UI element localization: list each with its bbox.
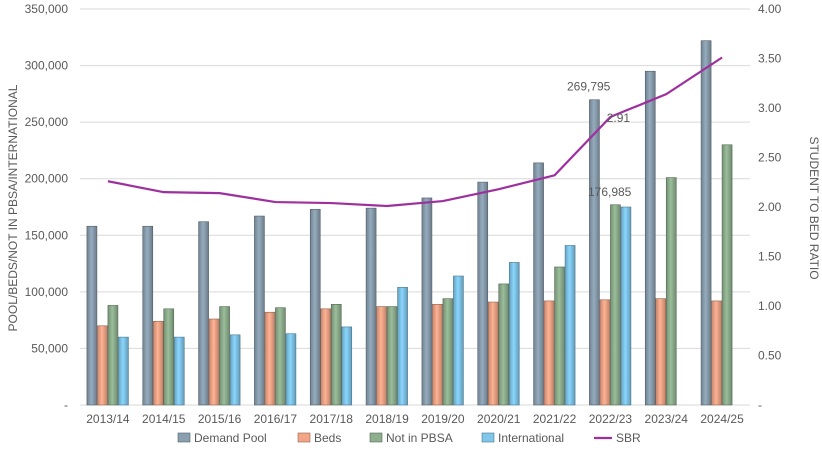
x-tick-label: 2015/16 (198, 412, 242, 426)
bar (330, 304, 342, 406)
bar (397, 287, 408, 406)
legend-label: SBR (616, 431, 641, 445)
bar (173, 336, 185, 406)
y2-tick-label: - (758, 398, 762, 412)
bar (152, 320, 164, 406)
legend-swatch (369, 432, 383, 443)
bar (219, 306, 230, 406)
data-label: 269,795 (567, 80, 611, 94)
legend-label: Demand Pool (194, 431, 267, 445)
bar (163, 308, 175, 406)
bar (309, 208, 321, 406)
bars (86, 40, 733, 406)
bar (432, 304, 443, 406)
bar (341, 326, 353, 406)
bar (86, 225, 98, 406)
y2-tick-label: 1.00 (758, 299, 782, 313)
right-axis-ticks: - 0.50 1.00 1.50 2.00 2.50 3.00 3.50 4.00 (758, 2, 782, 412)
y-axis-title: POOL/BEDS/NOT IN PBSA/INTERNATIONAL (6, 84, 20, 331)
y-tick-label: 350,000 (25, 2, 69, 16)
y2-tick-label: 0.50 (758, 349, 782, 363)
bar (386, 306, 398, 406)
legend-label: Beds (314, 431, 341, 445)
bar (711, 300, 722, 406)
bar (97, 325, 108, 406)
data-label: 2.91 (607, 111, 631, 125)
legend-swatch (297, 432, 311, 443)
bar (285, 333, 297, 406)
x-tick-label: 2021/22 (533, 412, 577, 426)
y2-tick-label: 2.00 (758, 200, 782, 214)
bar (543, 300, 555, 406)
bar (487, 301, 499, 406)
y-tick-label: 200,000 (25, 172, 69, 186)
bar (198, 221, 209, 406)
x-axis-ticks: 2013/14 2014/15 2015/16 2016/17 2017/18 2018/… (86, 412, 744, 426)
y-tick-label: 50,000 (31, 341, 68, 355)
bar (208, 318, 220, 406)
x-tick-label: 2013/14 (86, 412, 130, 426)
legend-swatch (481, 432, 495, 443)
bar (554, 266, 565, 406)
x-tick-label: 2023/24 (645, 412, 689, 426)
bar (275, 307, 286, 406)
y2-tick-label: 3.50 (758, 52, 782, 66)
x-tick-label: 2018/19 (365, 412, 409, 426)
annotations: 269,795 176,985 2.91 (567, 80, 632, 199)
x-tick-label: 2024/25 (700, 412, 744, 426)
y2-tick-label: 2.50 (758, 151, 782, 165)
bar (477, 181, 489, 406)
bar (665, 177, 677, 406)
data-label: 176,985 (588, 185, 632, 199)
sbr-line-path (107, 56, 723, 208)
bar (320, 308, 332, 406)
bar (655, 298, 667, 406)
bar (589, 99, 600, 406)
bar (254, 215, 265, 406)
x-tick-label: 2016/17 (254, 412, 298, 426)
legend-label: Not in PBSA (386, 431, 453, 445)
y2-tick-label: 3.00 (758, 101, 782, 115)
y2-tick-label: 1.50 (758, 250, 782, 264)
y2-axis-title: STUDENT TO BED RATIO (807, 136, 821, 279)
legend-swatch (177, 432, 191, 443)
legend-label: International (498, 431, 564, 445)
bar (376, 306, 387, 406)
bar (498, 283, 510, 406)
y-tick-label: 300,000 (25, 59, 69, 73)
bar (508, 262, 520, 406)
bar (442, 298, 454, 406)
y-tick-label: - (64, 398, 68, 412)
x-tick-label: 2017/18 (310, 412, 354, 426)
legend: Demand Pool Beds Not in PBSA International S… (177, 431, 641, 445)
bar (564, 245, 576, 406)
left-axis-ticks: - 50,000 100,000 150,000 200,000 250,000 300,0… (25, 2, 69, 412)
bar (644, 70, 656, 406)
bar (142, 225, 154, 406)
sbr-line (107, 56, 723, 208)
bar (533, 162, 544, 406)
bar (700, 40, 712, 406)
bar (118, 336, 129, 406)
bar (421, 197, 433, 406)
bar (620, 206, 632, 406)
bar (721, 144, 733, 406)
x-tick-label: 2019/20 (421, 412, 465, 426)
gridlines (80, 8, 750, 406)
x-tick-label: 2020/21 (477, 412, 521, 426)
y-tick-label: 150,000 (25, 228, 69, 242)
bar (599, 299, 611, 406)
y-tick-label: 250,000 (25, 115, 69, 129)
y2-tick-label: 4.00 (758, 2, 782, 16)
x-tick-label: 2014/15 (142, 412, 186, 426)
bar (610, 204, 621, 406)
y-tick-label: 100,000 (25, 285, 69, 299)
bar (229, 334, 241, 406)
bar (453, 275, 464, 406)
bar (264, 311, 276, 406)
bar (107, 305, 119, 406)
x-tick-label: 2022/23 (589, 412, 633, 426)
bar (365, 207, 377, 406)
